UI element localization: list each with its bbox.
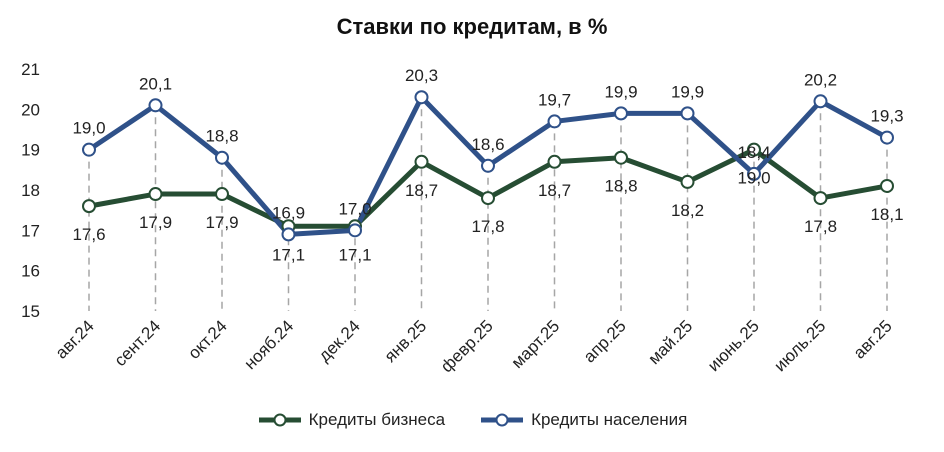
data-label-business: 17,1 <box>338 245 371 264</box>
y-tick-label: 16 <box>21 262 40 281</box>
data-label-business: 17,9 <box>205 213 238 232</box>
data-label-business: 18,7 <box>538 181 571 200</box>
data-label-population: 17,0 <box>338 199 371 218</box>
x-tick-label: авг.24 <box>52 316 98 362</box>
y-tick-label: 20 <box>21 100 40 119</box>
data-label-population: 16,9 <box>272 203 305 222</box>
data-label-business: 17,9 <box>139 213 172 232</box>
x-tick-label: нояб.24 <box>240 316 297 373</box>
data-point-business <box>614 150 628 165</box>
data-point-population <box>680 106 695 121</box>
data-point-business <box>481 191 495 206</box>
data-point-population <box>747 166 761 181</box>
y-tick-label: 19 <box>21 141 40 160</box>
x-tick-label: февр.25 <box>437 316 497 376</box>
y-tick-label: 21 <box>21 60 40 79</box>
data-point-business <box>547 154 562 169</box>
data-label-population: 18,6 <box>471 135 504 154</box>
legend-item-business: Кредиты бизнеса <box>257 410 445 430</box>
data-label-population: 19,3 <box>870 107 903 126</box>
x-tick-label: март.25 <box>508 316 564 372</box>
legend-item-population: Кредиты населения <box>479 410 687 430</box>
data-label-business: 18,8 <box>604 177 637 196</box>
data-point-business <box>813 191 828 206</box>
x-tick-label: май.25 <box>645 316 697 368</box>
data-point-population <box>880 130 894 145</box>
data-label-population: 19,0 <box>72 119 105 138</box>
data-point-business <box>414 154 429 169</box>
legend-label-business: Кредиты бизнеса <box>308 410 446 429</box>
data-point-population <box>414 90 429 105</box>
data-label-population: 20,2 <box>804 70 837 89</box>
data-label-business: 18,2 <box>671 201 704 220</box>
legend-marker-population <box>481 413 524 427</box>
data-label-business: 17,8 <box>804 217 837 236</box>
data-label-business: 19,0 <box>737 169 770 188</box>
data-label-business: 18,7 <box>405 181 438 200</box>
data-point-population <box>547 114 562 129</box>
data-point-business <box>215 187 229 202</box>
x-tick-label: июнь.25 <box>704 316 763 375</box>
data-label-population: 18,4 <box>737 143 770 162</box>
x-tick-label: авг.25 <box>850 316 896 362</box>
data-label-business: 17,8 <box>471 217 504 236</box>
legend-marker-business <box>258 413 301 427</box>
data-point-population <box>281 227 296 242</box>
x-tick-label: янв.25 <box>381 316 431 366</box>
data-label-population: 19,9 <box>671 82 704 101</box>
data-point-population <box>614 106 628 121</box>
data-point-population <box>82 142 96 157</box>
x-tick-label: июль.25 <box>770 316 829 375</box>
data-point-business <box>82 199 96 214</box>
data-point-population <box>148 98 163 113</box>
data-label-population: 19,9 <box>604 82 637 101</box>
data-label-business: 17,6 <box>72 225 105 244</box>
data-label-population: 19,7 <box>538 90 571 109</box>
x-tick-label: дек.24 <box>315 316 364 365</box>
data-label-population: 18,8 <box>205 127 238 146</box>
data-point-business <box>880 178 894 193</box>
data-point-business <box>747 142 761 157</box>
chart-title: Ставки по кредитам, в % <box>336 14 608 39</box>
data-point-population <box>813 94 828 109</box>
x-tick-label: сент.24 <box>111 316 165 370</box>
y-tick-label: 17 <box>21 221 40 240</box>
x-tick-label: апр.25 <box>580 316 630 366</box>
y-tick-label: 18 <box>21 181 40 200</box>
data-point-business <box>148 187 163 202</box>
legend-label-population: Кредиты населения <box>531 410 688 429</box>
data-label-business: 17,1 <box>272 245 305 264</box>
data-point-population <box>348 223 362 238</box>
data-point-business <box>680 174 695 189</box>
x-tick-label: окт.24 <box>184 316 230 362</box>
y-tick-label: 15 <box>21 302 40 321</box>
data-label-population: 20,3 <box>405 66 438 85</box>
data-point-population <box>215 150 229 165</box>
data-label-business: 18,1 <box>870 205 903 224</box>
data-point-population <box>481 158 495 173</box>
data-label-population: 20,1 <box>139 74 172 93</box>
legend: Кредиты бизнеса Кредиты населения <box>0 410 944 430</box>
